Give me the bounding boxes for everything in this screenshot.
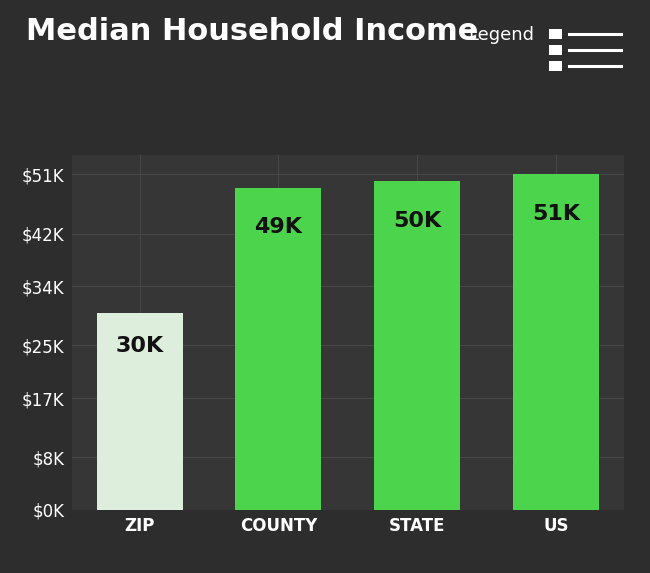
Text: Legend: Legend [468, 26, 534, 44]
Text: 30K: 30K [116, 336, 164, 356]
Bar [235, 187, 321, 510]
Bar [374, 181, 460, 510]
Text: Median Household Income: Median Household Income [26, 17, 478, 46]
Bar [513, 174, 599, 510]
Text: 51K: 51K [532, 204, 580, 224]
Text: 49K: 49K [254, 217, 302, 237]
Bar [97, 313, 183, 510]
Text: 50K: 50K [393, 211, 441, 230]
